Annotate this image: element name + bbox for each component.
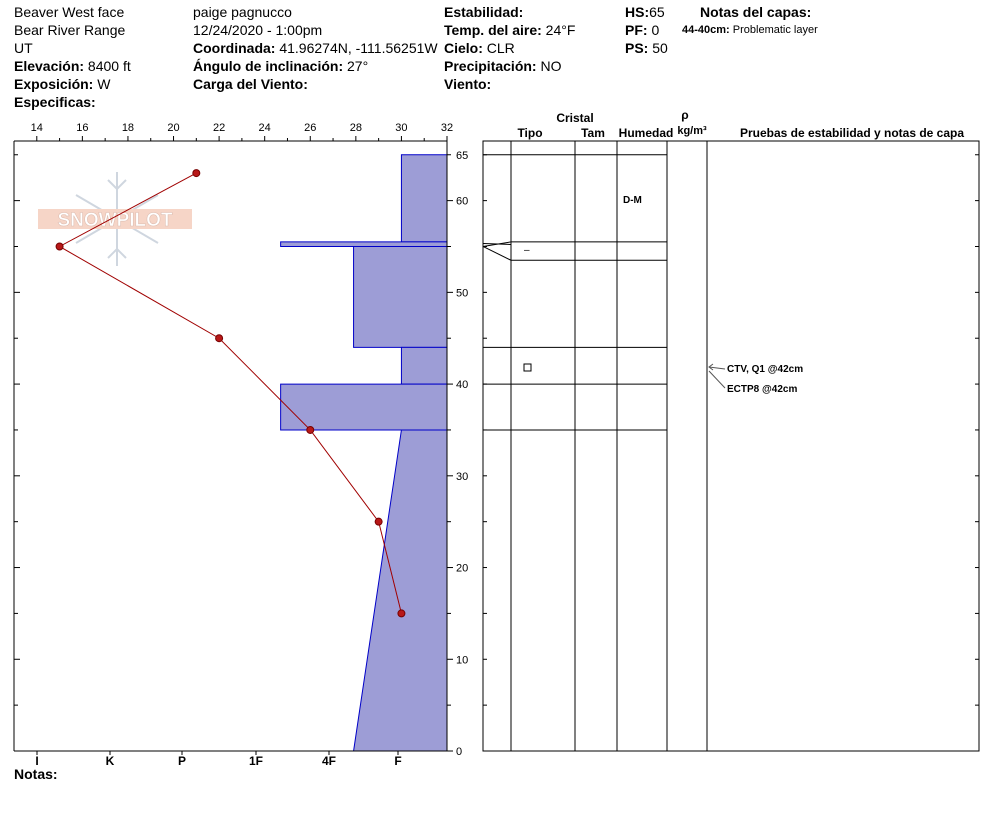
temperature-point [397, 609, 406, 618]
aspect: Exposición: W [14, 76, 111, 92]
col-size: Tam [581, 126, 605, 140]
hardness-tick-label: 4F [322, 754, 336, 768]
type-dash: – [524, 245, 530, 256]
col-type: Tipo [517, 126, 542, 140]
layer-note: 44-40cm: Problematic layer [682, 24, 818, 36]
hardness-tick-label: P [178, 754, 186, 768]
temp-tick-label: 22 [213, 122, 225, 134]
col-moisture: Humedad [619, 126, 674, 140]
col-crystal: Cristal [556, 111, 593, 125]
stability: Estabilidad: [444, 4, 524, 20]
temp-tick-label: 24 [259, 122, 271, 134]
air-temp: Temp. del aire: 24°F [444, 22, 576, 38]
range: Bear River Range [14, 22, 126, 38]
col-rho: ρ [681, 108, 688, 122]
hardness-layer-5 [352, 429, 448, 752]
layer-link-mid [482, 242, 512, 245]
layer-link-bottom [482, 246, 512, 261]
col-tests: Pruebas de estabilidad y notas de capa [740, 126, 964, 140]
depth-tick-label: 50 [456, 287, 468, 299]
wind-load: Carga del Viento: [193, 76, 308, 92]
sky: Cielo: CLR [444, 40, 515, 56]
logo-band [38, 209, 192, 229]
notes-label: Notas: [14, 766, 58, 782]
datetime: 12/24/2020 - 1:00pm [193, 22, 323, 38]
specifics: Especificas: [14, 94, 96, 110]
col-density: kg/m³ [677, 125, 707, 137]
location: Beaver West face [14, 4, 125, 20]
depth-tick-label: 10 [456, 654, 468, 666]
logo-text: SNOWPILOT [57, 210, 172, 231]
elevation: Elevación: 8400 ft [14, 58, 131, 74]
temp-tick-label: 32 [441, 122, 453, 134]
hs: HS:65 [625, 4, 665, 20]
depth-tick-label: 60 [456, 196, 468, 208]
depth-tick-label: 65 [456, 150, 468, 162]
pf: PF: 0 [625, 22, 660, 38]
ps: PS: 50 [625, 40, 668, 56]
observer: paige pagnucco [193, 4, 292, 20]
hardness-tick-label: I [35, 754, 38, 768]
temperature-point [374, 517, 383, 526]
state: UT [14, 40, 33, 56]
hardness-tick-label: 1F [249, 754, 263, 768]
hardness-layer-3 [400, 346, 448, 385]
test-arrows [708, 363, 726, 389]
hardness-layer-0 [400, 154, 448, 243]
temperature-point [215, 334, 224, 343]
hardness-layer-1 [280, 241, 448, 247]
temp-tick-label: 30 [395, 122, 407, 134]
coordinates: Coordinada: 41.96274N, -111.56251W [193, 40, 438, 56]
crystal-square-icon [523, 363, 532, 372]
temperature-point [306, 425, 315, 434]
hardness-tick-label: F [394, 754, 401, 768]
temp-tick-label: 16 [76, 122, 88, 134]
temp-tick-label: 14 [31, 122, 43, 134]
depth-tick-label: 0 [456, 746, 462, 758]
slope-angle: Ángulo de inclinación: 27° [193, 58, 369, 74]
depth-tick-label: 20 [456, 563, 468, 575]
temp-tick-label: 26 [304, 122, 316, 134]
snowpilot-logo: SNOWPILOT [38, 172, 192, 266]
wind: Viento: [444, 76, 492, 92]
precipitation: Precipitación: NO [444, 58, 562, 74]
test-ctv: CTV, Q1 @42cm [727, 364, 803, 375]
hardness-layer-2 [353, 245, 448, 348]
temp-tick-label: 28 [350, 122, 362, 134]
hardness-tick-label: K [106, 754, 115, 768]
temp-tick-label: 20 [167, 122, 179, 134]
layers-panel-frame [482, 140, 980, 752]
moisture-label: D-M [623, 195, 642, 206]
layer-notes-title: Notas del capas: [700, 4, 812, 20]
depth-tick-label: 30 [456, 471, 468, 483]
temp-tick-label: 18 [122, 122, 134, 134]
temperature-line [58, 172, 402, 614]
temperature-point [55, 242, 64, 251]
test-ectp: ECTP8 @42cm [727, 384, 797, 395]
temperature-point [192, 169, 201, 178]
hardness-layer-4 [280, 383, 448, 431]
depth-tick-label: 40 [456, 379, 468, 391]
